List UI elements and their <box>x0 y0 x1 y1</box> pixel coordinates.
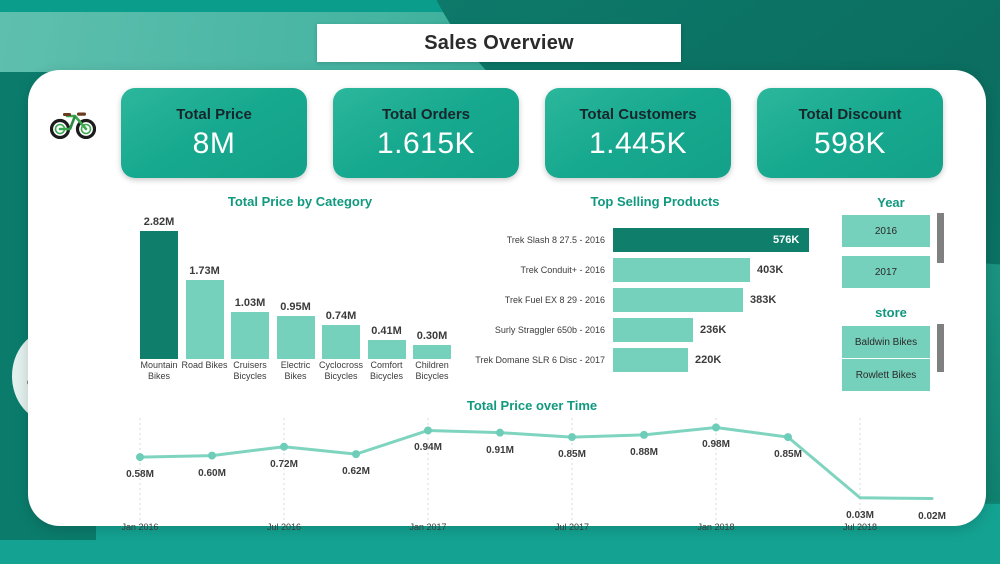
kpi-card-total-discount[interactable]: Total Discount 598K <box>757 88 943 178</box>
slicer-option-store-rowlett[interactable]: Rowlett Bikes <box>842 359 930 391</box>
column-bar[interactable]: 0.41M <box>367 325 406 359</box>
bar-row-value: 403K <box>757 264 784 276</box>
chart-title-top-selling-products: Top Selling Products <box>590 194 720 209</box>
kpi-value: 1.445K <box>588 126 688 160</box>
column-bar-value: 0.41M <box>371 325 402 337</box>
line-point-value: 0.03M <box>846 509 874 521</box>
column-bar[interactable]: 0.95M <box>276 301 315 359</box>
column-category-label: Children Bicycles <box>415 360 449 382</box>
line-point-value: 0.85M <box>558 449 586 461</box>
bar-row-fill <box>613 258 750 282</box>
bar-row[interactable]: Trek Conduit+ - 2016 403K <box>521 258 809 282</box>
page-title-text: Sales Overview <box>424 31 574 54</box>
kpi-value: 598K <box>813 126 887 160</box>
bar-row-value: 383K <box>750 294 777 306</box>
kpi-card-total-price[interactable]: Total Price 8M <box>121 88 307 178</box>
kpi-label: Total Price <box>176 105 252 123</box>
bar-row-label: Trek Fuel EX 8 29 - 2016 <box>504 295 605 305</box>
line-point-value: 0.88M <box>630 446 658 458</box>
column-bar-fill <box>413 345 451 359</box>
kpi-value: 1.615K <box>376 126 476 160</box>
slicer-title-store: store <box>875 305 907 320</box>
column-bar-fill <box>367 340 406 359</box>
slicer-option-year-2017[interactable]: 2017 <box>842 256 930 288</box>
slicer-title-year: Year <box>877 195 905 210</box>
page-title: Sales Overview <box>317 24 681 62</box>
bar-row-value: 576K <box>773 234 800 246</box>
bar-row-value: 220K <box>695 354 722 366</box>
kpi-label: Total Orders <box>381 105 471 123</box>
column-bar-fill <box>140 231 178 359</box>
slicer-option-year-2016[interactable]: 2016 <box>842 215 930 247</box>
chart-title-total-price-by-category: Total Price by Category <box>227 194 373 209</box>
line-point-value: 0.02M <box>918 510 946 522</box>
column-bar-value: 1.03M <box>234 297 266 309</box>
line-axis-tick-label: Jul 2016 <box>266 522 302 532</box>
bar-row[interactable]: Trek Slash 8 27.5 - 2016 576K <box>507 228 809 252</box>
column-bar[interactable]: 2.82M <box>140 216 178 359</box>
line-chart-total-price-over-time[interactable]: 0.58M 0.60M 0.72M 0.62M 0.94M 0.91M 0.85M 0.88M… <box>100 412 960 532</box>
bar-row-fill <box>613 318 693 342</box>
column-bar[interactable]: 0.74M <box>322 310 360 359</box>
line-point-value: 0.62M <box>342 466 370 478</box>
kpi-card-total-customers[interactable]: Total Customers 1.445K <box>545 88 731 178</box>
line-axis-tick-label: Jan 2017 <box>409 522 447 532</box>
bar-row-fill <box>613 288 743 312</box>
column-category-label: Comfort Bicycles <box>369 360 403 382</box>
column-category-label: Electric Bikes <box>280 360 311 382</box>
column-category-label: Road Bikes <box>181 360 228 370</box>
bar-chart-top-selling-products[interactable]: Trek Slash 8 27.5 - 2016 576K Trek Conduit… <box>475 228 818 378</box>
column-bar-value: 0.95M <box>280 301 311 313</box>
bar-row-label: Trek Conduit+ - 2016 <box>520 265 605 275</box>
line-point-value: 0.98M <box>702 439 730 451</box>
column-bar[interactable]: 1.03M <box>231 297 269 359</box>
kpi-card-total-orders[interactable]: Total Orders 1.615K <box>333 88 519 178</box>
bar-row-label: Trek Slash 8 27.5 - 2016 <box>506 235 605 245</box>
column-bar-fill <box>322 325 360 359</box>
column-bar-value: 0.30M <box>416 330 448 342</box>
line-axis-tick-label: Jul 2017 <box>554 522 590 532</box>
slicer-scrollbar-year[interactable] <box>937 213 944 263</box>
line-point-value: 0.94M <box>414 442 442 454</box>
kpi-value: 8M <box>192 126 236 160</box>
column-bar-fill <box>185 280 224 359</box>
slicer-scrollbar-store[interactable] <box>937 324 944 372</box>
bar-row[interactable]: Trek Fuel EX 8 29 - 2016 383K <box>505 288 809 312</box>
line-point-value: 0.72M <box>270 458 298 470</box>
slicer-option-store-baldwin[interactable]: Baldwin Bikes <box>842 326 930 358</box>
column-chart-total-price-by-category[interactable]: 2.82M 1.73M 1.03M 0.95M 0.74M 0.41M 0.30M <box>140 214 470 359</box>
bar-row-label: Trek Domane SLR 6 Disc - 2017 <box>475 355 605 365</box>
column-bar[interactable]: 1.73M <box>185 265 224 359</box>
line-chart-svg <box>136 418 934 520</box>
column-category-label: Cyclocross Bicycles <box>318 360 363 382</box>
column-category-label: Cruisers Bicycles <box>233 360 267 382</box>
kpi-label: Total Customers <box>579 105 697 123</box>
line-point-value: 0.58M <box>126 469 154 481</box>
column-bar-value: 2.82M <box>143 216 175 228</box>
bicycle-icon <box>44 100 102 146</box>
line-point-value: 0.91M <box>486 444 514 456</box>
bar-row[interactable]: Trek Domane SLR 6 Disc - 2017 220K <box>475 348 809 372</box>
line-point-value: 0.60M <box>198 467 226 479</box>
bar-row-fill <box>613 348 688 372</box>
column-bar[interactable]: 0.30M <box>413 330 451 359</box>
column-bar-fill <box>276 316 315 359</box>
column-bar-value: 0.74M <box>325 310 357 322</box>
line-axis-tick-label: Jan 2018 <box>697 522 735 532</box>
column-bar-fill <box>231 312 269 359</box>
line-axis-tick-label: Jul 2018 <box>842 522 878 532</box>
bar-row[interactable]: Surly Straggler 650b - 2016 236K <box>495 318 809 342</box>
chart-title-total-price-over-time: Total Price over Time <box>466 398 598 413</box>
bar-row-value: 236K <box>700 324 727 336</box>
line-axis-tick-label: Jan 2016 <box>121 522 159 532</box>
line-point-value: 0.85M <box>774 449 802 461</box>
column-category-label: Mountain Bikes <box>140 360 178 382</box>
bar-row-fill <box>613 228 809 252</box>
column-bar-value: 1.73M <box>189 265 220 277</box>
bar-row-label: Surly Straggler 650b - 2016 <box>494 325 605 335</box>
kpi-label: Total Discount <box>798 105 902 123</box>
